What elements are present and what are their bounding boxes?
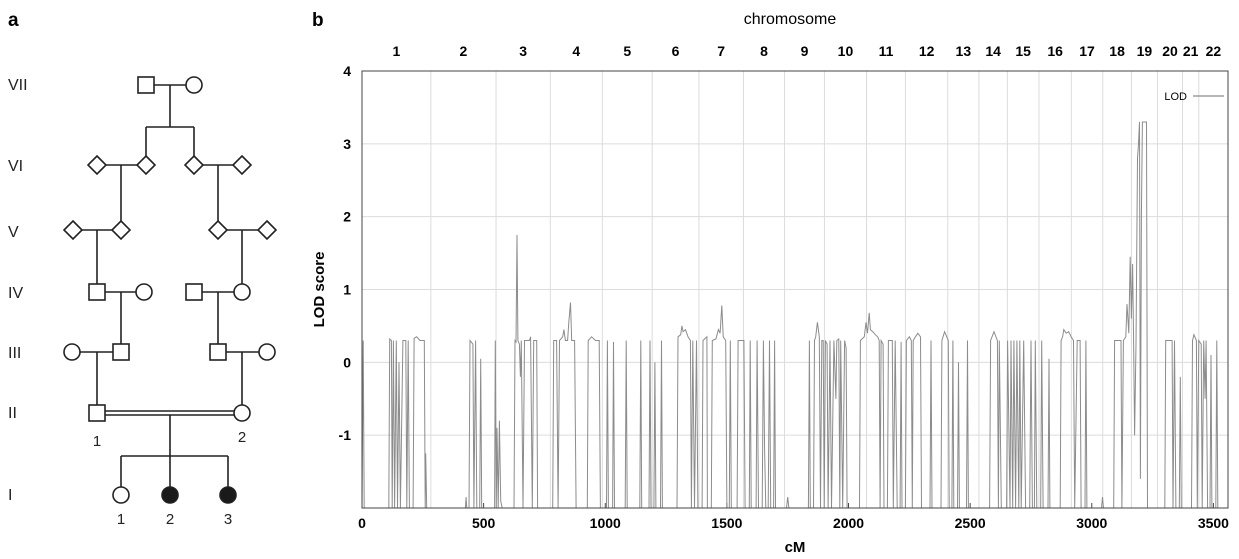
chromosome-label: 16 (1047, 43, 1063, 59)
chromosome-label: 13 (956, 43, 972, 59)
female-affected-symbol (219, 486, 237, 504)
female-symbol (258, 343, 276, 361)
panel-label-b: b (312, 10, 324, 31)
unknown-sex-symbol (135, 154, 157, 176)
chromosome-label: 17 (1079, 43, 1095, 59)
male-symbol (137, 76, 155, 94)
generation-label-II: II (8, 405, 17, 422)
individual-label-I-3: 3 (224, 511, 232, 528)
male-symbol (112, 343, 130, 361)
chromosome-label: 4 (572, 43, 580, 59)
chromosome-label: 3 (519, 43, 527, 59)
female-symbol (185, 76, 203, 94)
chromosome-label: 1 (393, 43, 401, 59)
female-symbol (233, 283, 251, 301)
x-axis-title: cM (785, 539, 806, 556)
female-symbol (135, 283, 153, 301)
unknown-sex-symbol (110, 219, 132, 241)
male-symbol (88, 283, 106, 301)
unknown-sex-symbol (207, 219, 229, 241)
chromosome-label: 20 (1162, 43, 1178, 59)
legend-label-lod: LOD (1164, 91, 1187, 103)
x-tick-label: 500 (472, 515, 496, 531)
panel-label-a: a (8, 10, 19, 31)
chromosome-label: 15 (1015, 43, 1031, 59)
y-tick-label: 2 (343, 209, 351, 225)
x-axis-ticks: 0 500 1000 1500 2000 2500 3000 3500 (358, 503, 1229, 531)
individual-label-II-2: 2 (238, 429, 246, 446)
chromosome-label: 9 (801, 43, 809, 59)
y-tick-label: 1 (343, 282, 351, 298)
chromosome-label: 2 (460, 43, 468, 59)
chromosome-label: 19 (1137, 43, 1153, 59)
female-symbol (233, 404, 251, 422)
chromosome-label: 11 (879, 43, 894, 59)
unknown-sex-symbol (231, 154, 253, 176)
y-tick-label: 3 (343, 136, 351, 152)
generation-label-I: I (8, 487, 12, 504)
y-axis-ticks: -1 0 1 2 3 4 (339, 63, 352, 443)
unknown-sex-symbol (86, 154, 108, 176)
y-axis-title: LOD score (311, 252, 328, 328)
lod-series-line (361, 121, 1219, 509)
chromosome-label: 12 (919, 43, 935, 59)
chromosome-label: 8 (760, 43, 768, 59)
chromosome-label: 10 (838, 43, 854, 59)
x-tick-label: 0 (358, 515, 366, 531)
female-symbol (63, 343, 81, 361)
generation-label-VII: VII (8, 77, 28, 94)
chromosome-label: 18 (1109, 43, 1125, 59)
male-symbol (185, 283, 203, 301)
individual-label-I-2: 2 (166, 511, 174, 528)
chromosome-label: 14 (985, 43, 1001, 59)
chromosome-label: 21 (1183, 43, 1199, 59)
chromosome-label: 5 (623, 43, 631, 59)
female-affected-symbol (161, 486, 179, 504)
chromosome-label: 6 (672, 43, 680, 59)
y-tick-label: 4 (343, 63, 351, 79)
grid (362, 70, 1228, 508)
y-tick-label: -1 (339, 427, 352, 443)
chart-top-title: chromosome (744, 11, 837, 28)
x-tick-label: 1000 (590, 515, 621, 531)
individual-label-II-1: 1 (93, 433, 101, 450)
unknown-sex-symbol (62, 219, 84, 241)
y-tick-label: 0 (343, 354, 351, 370)
generation-label-III: III (8, 345, 21, 362)
unknown-sex-symbol (256, 219, 278, 241)
male-symbol (209, 343, 227, 361)
unknown-sex-symbol (183, 154, 205, 176)
generation-label-IV: IV (8, 285, 23, 302)
x-tick-label: 2500 (955, 515, 986, 531)
female-unaffected-symbol (112, 486, 130, 504)
chromosome-label: 7 (717, 43, 725, 59)
plot-frame (361, 70, 1229, 509)
x-tick-label: 3500 (1198, 515, 1229, 531)
generation-label-V: V (8, 224, 19, 241)
x-tick-label: 2000 (833, 515, 864, 531)
individual-label-I-1: 1 (117, 511, 125, 528)
pedigree-chart: VII VI V IV III II I (8, 76, 278, 528)
x-tick-label: 1500 (711, 515, 742, 531)
lod-chart: chromosome 1 2 3 4 5 6 7 8 9 10 11 12 13 14 15 16 17 18 19… (311, 11, 1229, 556)
chromosome-label: 22 (1206, 43, 1222, 59)
male-symbol (88, 404, 106, 422)
chromosome-labels: 1 2 3 4 5 6 7 8 9 10 11 12 13 14 15 16 17 18 19 20 21 22 (393, 43, 1222, 59)
legend: LOD (1164, 91, 1224, 103)
generation-label-VI: VI (8, 158, 23, 175)
x-tick-label: 3000 (1076, 515, 1107, 531)
